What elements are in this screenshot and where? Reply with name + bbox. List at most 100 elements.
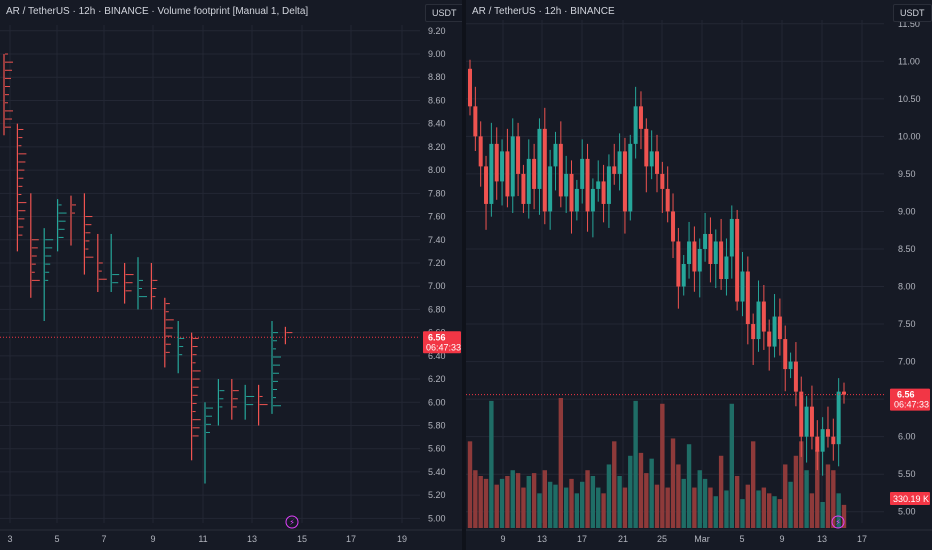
right-volume-bar bbox=[718, 455, 724, 528]
right-candle-body bbox=[724, 256, 729, 280]
right-currency-button[interactable]: USDT bbox=[893, 4, 932, 22]
left-x-tick-label: 5 bbox=[54, 534, 59, 544]
right-volume-bar bbox=[686, 444, 692, 528]
right-candle-body bbox=[510, 136, 515, 197]
right-candle-body bbox=[665, 188, 670, 212]
right-candle-body bbox=[505, 151, 510, 197]
right-candle-body bbox=[484, 166, 489, 204]
left-chart-pane[interactable]: 9.20 9.00 8.80 8.60 8.40 8.20 8.00 7.80 7.60 7.40… bbox=[0, 0, 462, 550]
right-x-tick-label: 9 bbox=[500, 534, 505, 544]
right-volume-bar bbox=[820, 502, 825, 528]
right-volume-value: 330.19 K bbox=[893, 494, 929, 504]
right-candle-body bbox=[799, 391, 804, 437]
pane-divider[interactable] bbox=[462, 0, 466, 550]
left-current-price-tag bbox=[423, 331, 461, 354]
right-y-tick-label: 11.00 bbox=[898, 56, 920, 66]
right-volume-bar bbox=[734, 476, 740, 528]
right-candle-body bbox=[596, 181, 601, 189]
right-volume-bar bbox=[617, 476, 622, 528]
right-candle-body bbox=[842, 391, 846, 395]
right-candle-body bbox=[697, 248, 702, 272]
right-volume-bar bbox=[531, 473, 537, 528]
right-candle-body bbox=[708, 233, 713, 264]
right-chart-pane[interactable]: 11.50 11.00 10.50 10.00 9.50 9.00 8.50 8.00 7.50… bbox=[466, 0, 932, 550]
right-candle-body bbox=[526, 158, 531, 204]
right-candle-body bbox=[569, 173, 574, 212]
right-y-tick-label: 10.00 bbox=[898, 131, 921, 141]
right-volume-bar bbox=[767, 493, 772, 528]
right-candle-body bbox=[767, 331, 772, 347]
right-volume-bar bbox=[788, 481, 793, 528]
right-volume-bar bbox=[515, 473, 521, 528]
right-volume-bar bbox=[542, 470, 547, 528]
left-y-tick-label: 8.60 bbox=[428, 95, 446, 105]
right-candle-body bbox=[820, 429, 825, 452]
right-candle-body bbox=[585, 158, 590, 212]
right-candle-body bbox=[628, 143, 633, 212]
right-lightning-glyph: ⚡ bbox=[835, 518, 841, 527]
right-y-tick-label: 8.00 bbox=[898, 282, 916, 292]
right-volume-bar bbox=[467, 441, 473, 528]
right-volume-bar bbox=[537, 493, 542, 528]
right-x-tick-label: 17 bbox=[857, 534, 867, 544]
right-volume-bar bbox=[574, 493, 580, 528]
right-volume-bar bbox=[724, 490, 729, 528]
right-y-tick-label: 6.00 bbox=[898, 432, 916, 442]
right-volume-bar bbox=[761, 487, 767, 528]
right-candle-body bbox=[719, 241, 724, 280]
right-volume-bar bbox=[740, 499, 745, 528]
right-volume-bar bbox=[841, 504, 847, 528]
right-candle-body bbox=[494, 143, 499, 182]
right-volume-bar bbox=[569, 478, 574, 528]
right-candle-body bbox=[649, 151, 654, 167]
right-volume-bar bbox=[783, 464, 788, 528]
left-x-tick-label: 11 bbox=[198, 534, 207, 544]
left-y-tick-label: 5.20 bbox=[428, 490, 446, 500]
left-x-tick-label: 7 bbox=[101, 534, 106, 544]
right-x-tick-label: 25 bbox=[657, 534, 667, 544]
right-volume-bar bbox=[644, 473, 649, 528]
left-y-tick-label: 8.40 bbox=[428, 119, 446, 129]
right-candle-body bbox=[612, 166, 617, 174]
right-current-price-value: 6.56 bbox=[897, 390, 915, 400]
left-current-price-value: 6.56 bbox=[428, 332, 446, 342]
right-candle-body bbox=[740, 271, 745, 302]
right-current-price-tag bbox=[890, 388, 930, 411]
left-x-tick-label: 13 bbox=[247, 534, 257, 544]
left-footprint-chart[interactable]: 9.20 9.00 8.80 8.60 8.40 8.20 8.00 7.80 7.60 7.40… bbox=[0, 0, 462, 550]
left-y-tick-label: 7.00 bbox=[428, 281, 446, 291]
right-candle-body bbox=[655, 151, 659, 174]
left-y-tick-label: 5.00 bbox=[428, 513, 446, 523]
right-candle-body bbox=[681, 263, 686, 287]
right-countdown: 06:47:33 bbox=[894, 400, 929, 410]
right-volume-bar bbox=[745, 484, 751, 528]
right-volume-bar bbox=[702, 478, 708, 528]
right-volume-bar bbox=[553, 484, 558, 528]
right-volume-bar bbox=[649, 458, 654, 528]
right-candle-body bbox=[638, 106, 643, 129]
left-currency-button[interactable]: USDT bbox=[425, 4, 462, 22]
right-volume-bar bbox=[836, 493, 841, 528]
right-volume-bar bbox=[622, 487, 628, 528]
right-candle-body bbox=[537, 128, 542, 189]
right-volume-bar bbox=[521, 487, 526, 528]
left-chart-background bbox=[0, 0, 462, 550]
right-candle-body bbox=[745, 271, 750, 325]
right-volume-bar bbox=[793, 455, 799, 528]
right-candlestick-chart[interactable]: 11.50 11.00 10.50 10.00 9.50 9.00 8.50 8.00 7.50… bbox=[466, 0, 932, 550]
right-candle-body bbox=[516, 136, 521, 174]
right-volume-bar bbox=[831, 470, 836, 528]
right-y-tick-label: 7.00 bbox=[898, 357, 916, 367]
right-y-tick-label: 7.50 bbox=[898, 319, 916, 329]
left-y-tick-label: 7.20 bbox=[428, 258, 446, 268]
right-volume-bar bbox=[681, 478, 686, 528]
right-x-tick-label: 21 bbox=[618, 534, 628, 544]
left-y-tick-label: 7.40 bbox=[428, 235, 446, 245]
right-volume-bar bbox=[596, 487, 601, 528]
right-candle-body bbox=[473, 106, 478, 137]
right-y-tick-label: 9.50 bbox=[898, 169, 916, 179]
right-volume-bar bbox=[729, 403, 734, 528]
right-candle-body bbox=[660, 173, 665, 189]
right-volume-bar bbox=[799, 441, 804, 528]
right-candle-body bbox=[590, 188, 595, 212]
